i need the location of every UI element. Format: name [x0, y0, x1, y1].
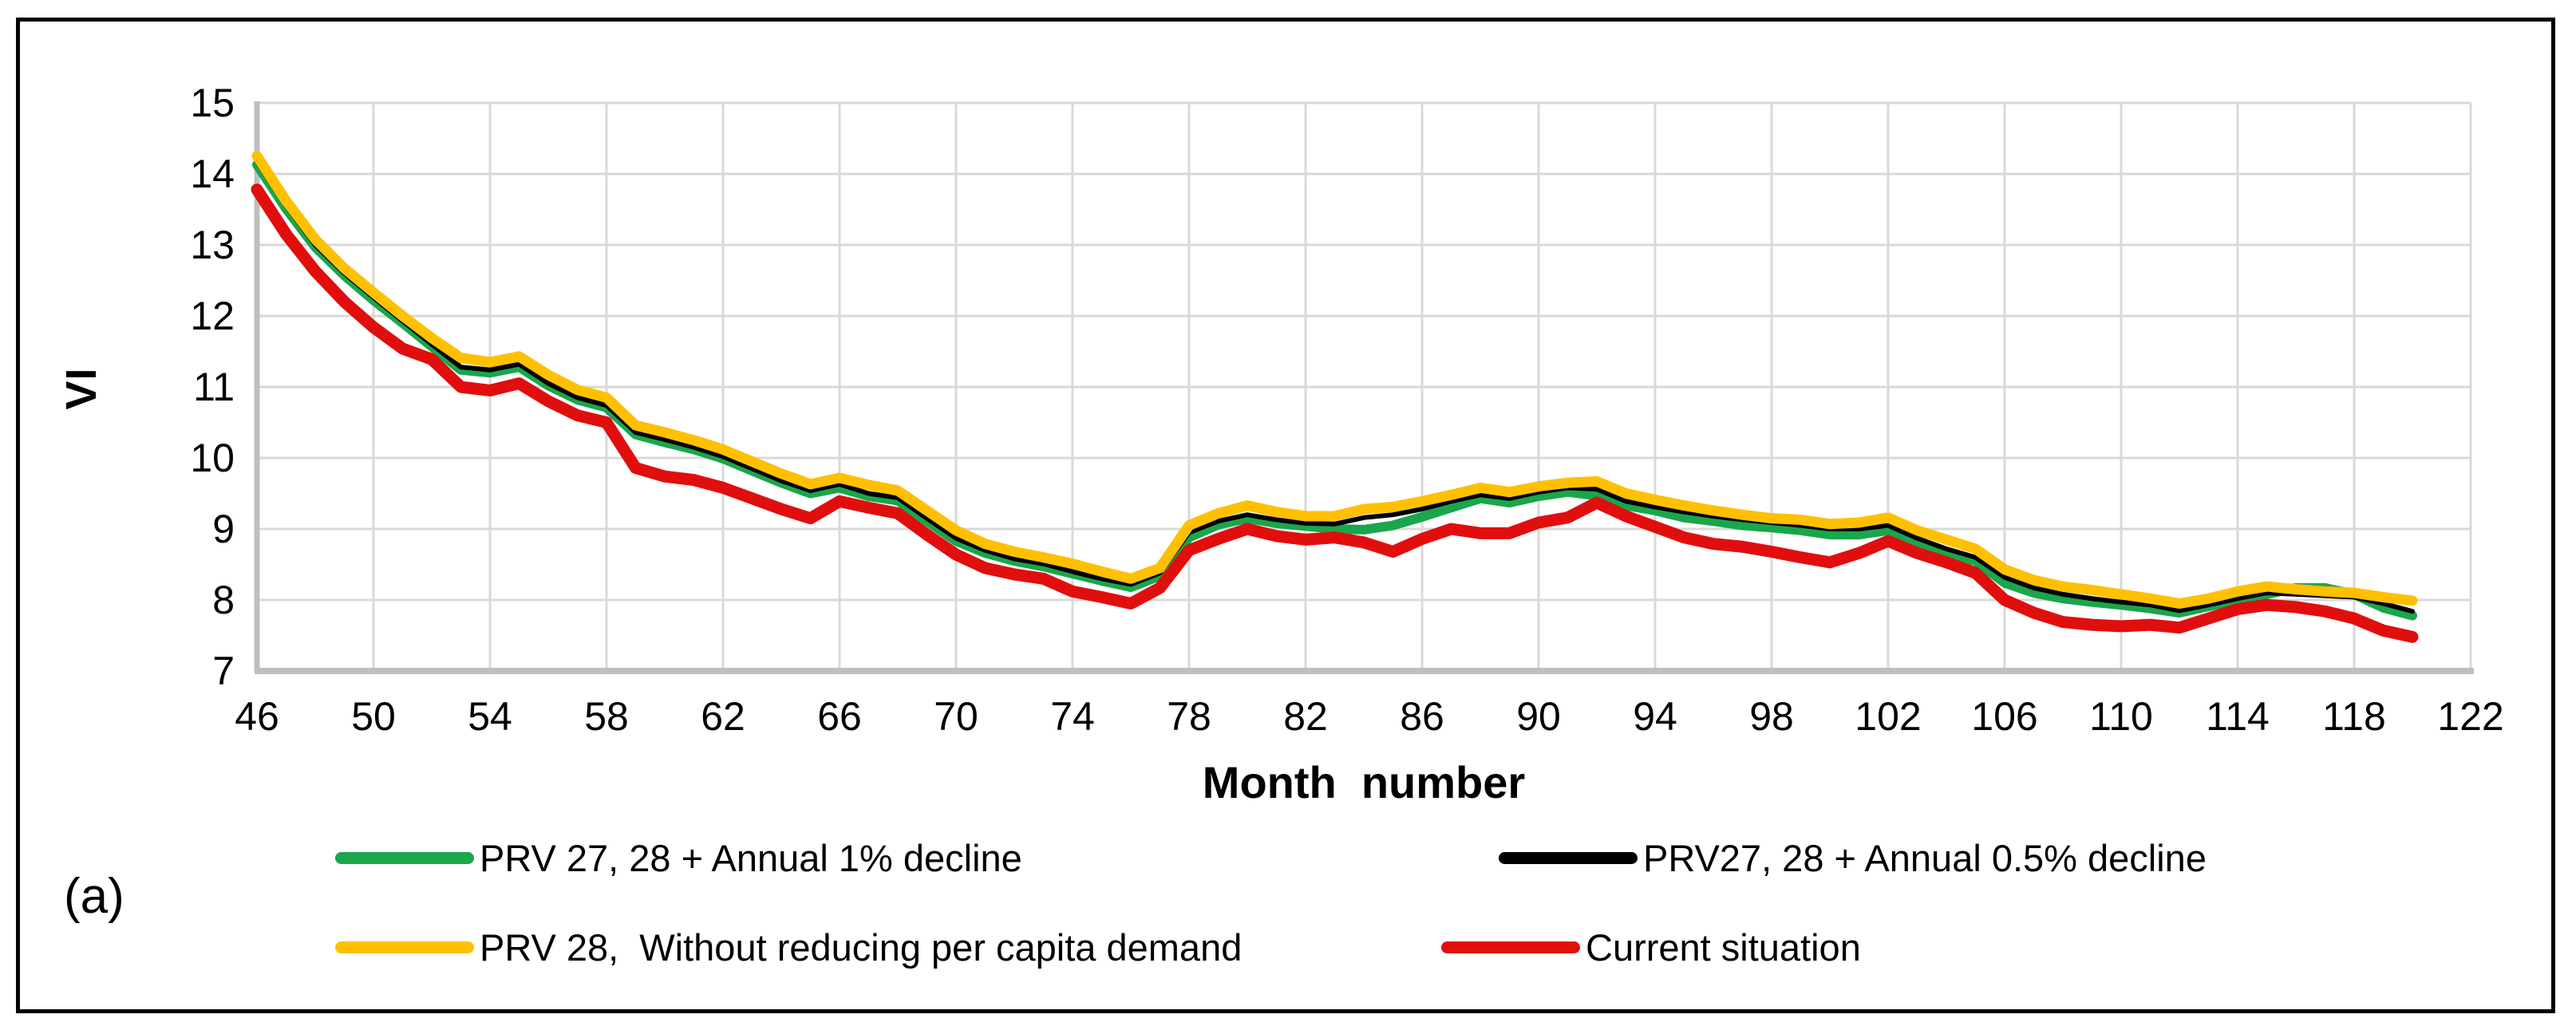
x-tick-label: 114 [2206, 694, 2270, 739]
y-tick-label: 15 [190, 81, 235, 125]
legend-item-prv27-28-05pct-decline: PRV27, 28 + Annual 0.5% decline [1499, 830, 2207, 886]
series-line-1 [255, 159, 2415, 614]
x-tick-label: 62 [701, 694, 745, 739]
y-tick-label: 11 [193, 365, 235, 409]
x-tick-label: 70 [934, 694, 978, 739]
x-tick-label: 90 [1516, 694, 1561, 739]
x-tick-label: 54 [468, 694, 512, 739]
legend-swatch-black-line-icon [1499, 851, 1638, 864]
legend-item-prv28-no-demand-reduction: PRV 28, Without reducing per capita dema… [335, 919, 1242, 975]
y-tick-label: 9 [212, 507, 235, 551]
legend-item-prv27-28-1pct-decline: PRV 27, 28 + Annual 1% decline [335, 830, 1022, 886]
legend-item-current-situation: Current situation [1441, 919, 1861, 975]
legend-label: Current situation [1586, 925, 1861, 969]
x-tick-label: 102 [1855, 694, 1921, 739]
legend-label: PRV27, 28 + Annual 0.5% decline [1643, 836, 2207, 879]
series-line-3 [251, 184, 2419, 643]
x-tick-label: 46 [235, 694, 279, 739]
x-tick-label: 106 [1971, 694, 2037, 739]
x-tick-label: 58 [584, 694, 629, 739]
y-tick-label: 13 [190, 223, 235, 267]
legend-swatch-yellow-line-icon [335, 941, 474, 953]
x-tick-label: 82 [1283, 694, 1328, 739]
series-line-2 [251, 151, 2418, 609]
legend-swatch-red-line-icon [1441, 941, 1580, 953]
legend-swatch-green-line-icon [335, 851, 474, 864]
x-tick-label: 122 [2437, 694, 2503, 739]
y-tick-label: 7 [212, 649, 235, 693]
x-tick-label: 118 [2322, 694, 2386, 739]
x-tick-label: 110 [2089, 694, 2153, 739]
legend-label: PRV 28, Without reducing per capita dema… [480, 925, 1243, 969]
x-axis-title: Month number [1202, 757, 1526, 807]
x-tick-label: 94 [1633, 694, 1677, 739]
x-tick-label: 78 [1167, 694, 1211, 739]
legend-label: PRV 27, 28 + Annual 1% decline [480, 836, 1022, 879]
y-tick-label: 10 [190, 436, 235, 480]
panel-label: (a) [64, 869, 124, 924]
y-axis-title: VI [57, 367, 105, 410]
x-tick-label: 74 [1050, 694, 1095, 739]
x-tick-label: 98 [1749, 694, 1794, 739]
x-tick-label: 66 [817, 694, 862, 739]
y-tick-label: 14 [190, 152, 235, 196]
x-tick-label: 50 [351, 694, 396, 739]
x-tick-label: 86 [1400, 694, 1444, 739]
y-tick-label: 12 [190, 294, 235, 338]
y-tick-label: 8 [212, 578, 235, 622]
